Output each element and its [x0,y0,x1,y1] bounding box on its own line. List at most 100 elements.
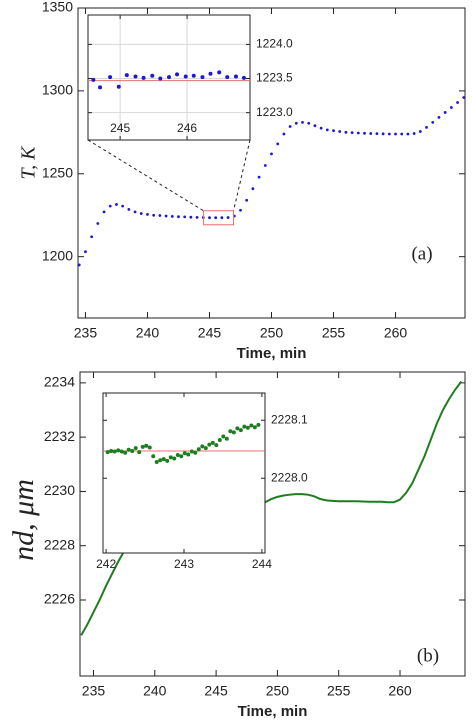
data-point [109,448,114,453]
data-point [146,212,149,216]
data-point [193,450,198,455]
data-point [356,131,360,135]
x-tick-label: 250 [260,325,284,341]
data-point [412,132,416,135]
data-point [313,124,317,128]
data-point [288,125,292,128]
data-point [115,203,118,206]
x-tick-label: 250 [266,683,290,699]
data-point [221,434,226,439]
panel-label: (a) [411,243,432,264]
data-point [400,132,404,136]
data-point [225,75,230,80]
data-point [214,443,219,448]
y-tick-label: 2228 [44,536,75,552]
data-point [127,208,131,211]
data-point [338,130,342,133]
data-point [375,132,379,136]
y-tick-label: 2228.1 [271,412,308,426]
x-tick-label: 235 [74,325,98,341]
data-point [217,437,222,442]
data-point [241,75,246,80]
data-point [133,74,138,79]
data-point [141,75,146,80]
data-point [217,70,222,75]
data-point [226,216,230,219]
data-point [344,130,348,134]
x-axis-label: Time, min [238,703,308,720]
x-axis-label: Time, min [237,345,307,362]
data-point [301,120,304,124]
data-point [387,132,391,136]
data-point [112,449,117,454]
data-point [252,425,257,430]
data-point [102,210,106,214]
data-point [224,436,229,441]
data-point [98,85,103,90]
data-point [228,429,233,434]
data-point [369,132,373,135]
data-point [137,450,142,455]
inset: 245 246 1223.0 1223.5 1224.0 [87,14,293,141]
data-point [203,446,208,451]
data-point [119,449,124,454]
data-point [245,425,250,430]
data-point [256,422,261,427]
x-tick-label: 260 [384,325,408,341]
y-tick-label: 1223.5 [256,71,293,85]
data-point [350,131,354,135]
x-tick-label: 245 [204,683,228,699]
x-tick-label: 240 [143,683,167,699]
data-point [325,128,329,132]
data-point [158,458,163,463]
data-point [456,101,459,104]
inset-frame [102,392,266,554]
data-point [165,458,170,463]
data-point [238,428,243,433]
data-point [167,75,171,80]
data-point [307,121,311,125]
data-point [214,216,218,220]
data-point [189,215,193,219]
data-point [126,447,131,452]
data-point [235,426,240,431]
data-point [319,126,323,130]
y-tick-label: 1223.0 [256,105,293,119]
data-point [172,456,177,461]
data-layer [91,70,246,90]
x-tick-label: 235 [82,683,106,699]
zoom-connector [233,139,251,211]
panel-label: (b) [417,645,439,666]
data-point [242,424,247,429]
data-point [139,212,143,215]
data-point [196,447,201,452]
y-tick-label: 1250 [42,164,73,180]
data-point [183,74,188,79]
data-point [462,96,465,99]
data-point [151,454,156,459]
data-point [257,175,261,179]
data-point [182,451,187,456]
data-point [282,132,286,136]
data-point [394,132,397,136]
data-point [251,187,255,191]
data-point [133,210,137,214]
x-tick-label: 245 [198,325,222,341]
data-point [164,214,168,218]
data-point [195,215,199,219]
y-tick-label: 2232 [44,428,75,444]
y-axis-label: nd, μm [7,479,40,561]
y-axis-label: T, K [18,145,40,180]
data-point [90,235,94,239]
data-point [179,454,184,459]
data-point [91,77,96,82]
data-point [186,452,191,457]
data-layer [105,422,261,464]
zoom-box [203,210,235,226]
data-point [431,120,435,124]
data-point [133,446,138,451]
data-point [294,121,298,125]
data-point [124,73,129,78]
data-point [200,75,205,80]
